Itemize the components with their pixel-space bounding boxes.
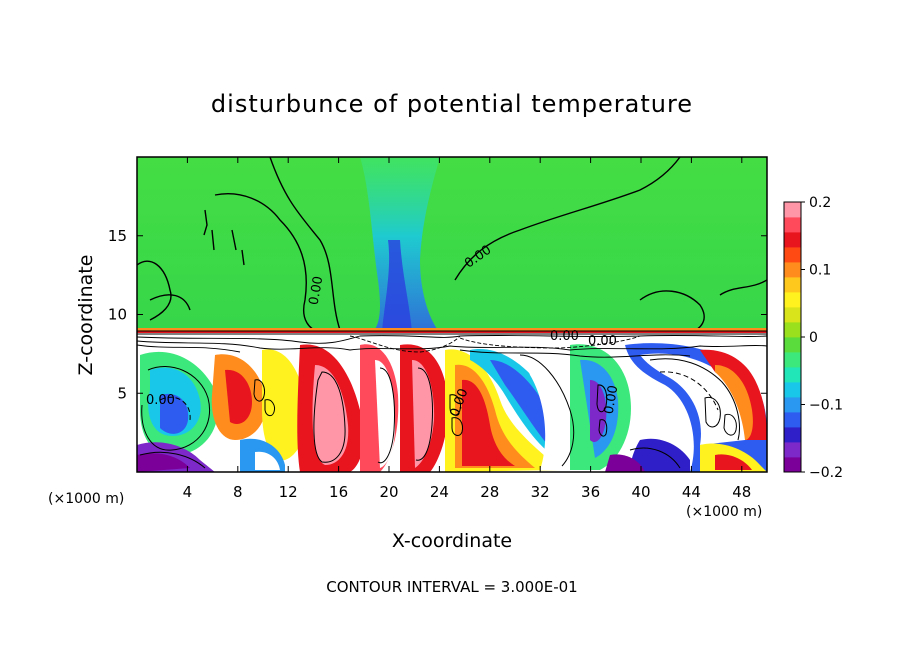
x-axis-label: X-coordinate [392, 530, 512, 552]
x-tick-label: 24 [430, 483, 449, 501]
y-tick-label: 10 [108, 306, 127, 324]
colorbar-swatch [784, 337, 801, 353]
lower-contours [139, 354, 740, 469]
y-axis: 5 10 15 [108, 227, 767, 402]
x-tick-label: 16 [329, 483, 348, 501]
contour-label: 0.00 [307, 275, 327, 306]
colorbar-swatch [784, 262, 801, 278]
x-tick-label: 48 [732, 483, 751, 501]
y-tick-label: 5 [117, 384, 127, 402]
plot-area: 0.00 0.00 0.00 0.00 0.00 0.00 0.00 [137, 157, 767, 472]
colorbar-tick-label: −0.2 [809, 465, 843, 481]
colorbar-swatch [784, 232, 801, 248]
x-axis: 4 8 12 16 20 24 28 32 36 40 44 48 [183, 157, 751, 501]
colorbar-swatch [784, 442, 801, 458]
y-axis-label: Z-coordinate [75, 255, 97, 376]
colorbar-swatch [784, 202, 801, 218]
colorbar-tick-label: 0.1 [809, 263, 831, 279]
colorbar-swatch [784, 307, 801, 323]
contour-label: 0.00 [550, 329, 579, 344]
x-tick-label: 36 [581, 483, 600, 501]
lower-field [137, 333, 767, 472]
x-unit-label-left: (×1000 m) [48, 491, 124, 507]
y-tick-label: 15 [108, 227, 127, 245]
x-tick-label: 4 [183, 483, 193, 501]
colorbar-swatch [784, 367, 801, 383]
footer-contour-interval: CONTOUR INTERVAL = 3.000E-01 [326, 578, 577, 596]
inversion-layer [137, 328, 767, 333]
x-tick-label: 32 [531, 483, 550, 501]
colorbar-tick-label: 0 [809, 330, 818, 346]
colorbar-tick-label: 0.2 [809, 195, 831, 211]
inversion-contours [137, 330, 767, 358]
colorbar-swatch [784, 412, 801, 428]
colorbar-tick-label: −0.1 [809, 398, 843, 414]
contour-label: 0.00 [146, 393, 175, 408]
colorbar-swatch [784, 382, 801, 398]
cold-plume-core [382, 240, 412, 333]
colorbar-swatch [784, 427, 801, 443]
contour-label: 0.00 [588, 334, 617, 349]
x-tick-label: 28 [480, 483, 499, 501]
upper-contours [137, 157, 767, 333]
x-tick-label: 8 [233, 483, 243, 501]
colorbar: 0.2 0.1 0 −0.1 −0.2 [783, 195, 843, 481]
x-tick-label: 12 [279, 483, 298, 501]
colorbar-swatch [784, 292, 801, 308]
colorbar-swatch [784, 277, 801, 293]
colorbar-swatch [784, 322, 801, 338]
x-unit-label-right: (×1000 m) [686, 504, 762, 520]
colorbar-swatch [784, 247, 801, 263]
colorbar-swatch [784, 457, 801, 473]
x-tick-label: 40 [631, 483, 650, 501]
colorbar-swatch [784, 352, 801, 368]
colorbar-swatch [784, 217, 801, 233]
x-tick-label: 44 [682, 483, 701, 501]
chart-title: disturbunce of potential temperature [211, 90, 693, 118]
colorbar-swatch [784, 397, 801, 413]
x-tick-label: 20 [379, 483, 398, 501]
contour-label: 0.00 [602, 384, 622, 415]
upper-field [137, 157, 767, 333]
